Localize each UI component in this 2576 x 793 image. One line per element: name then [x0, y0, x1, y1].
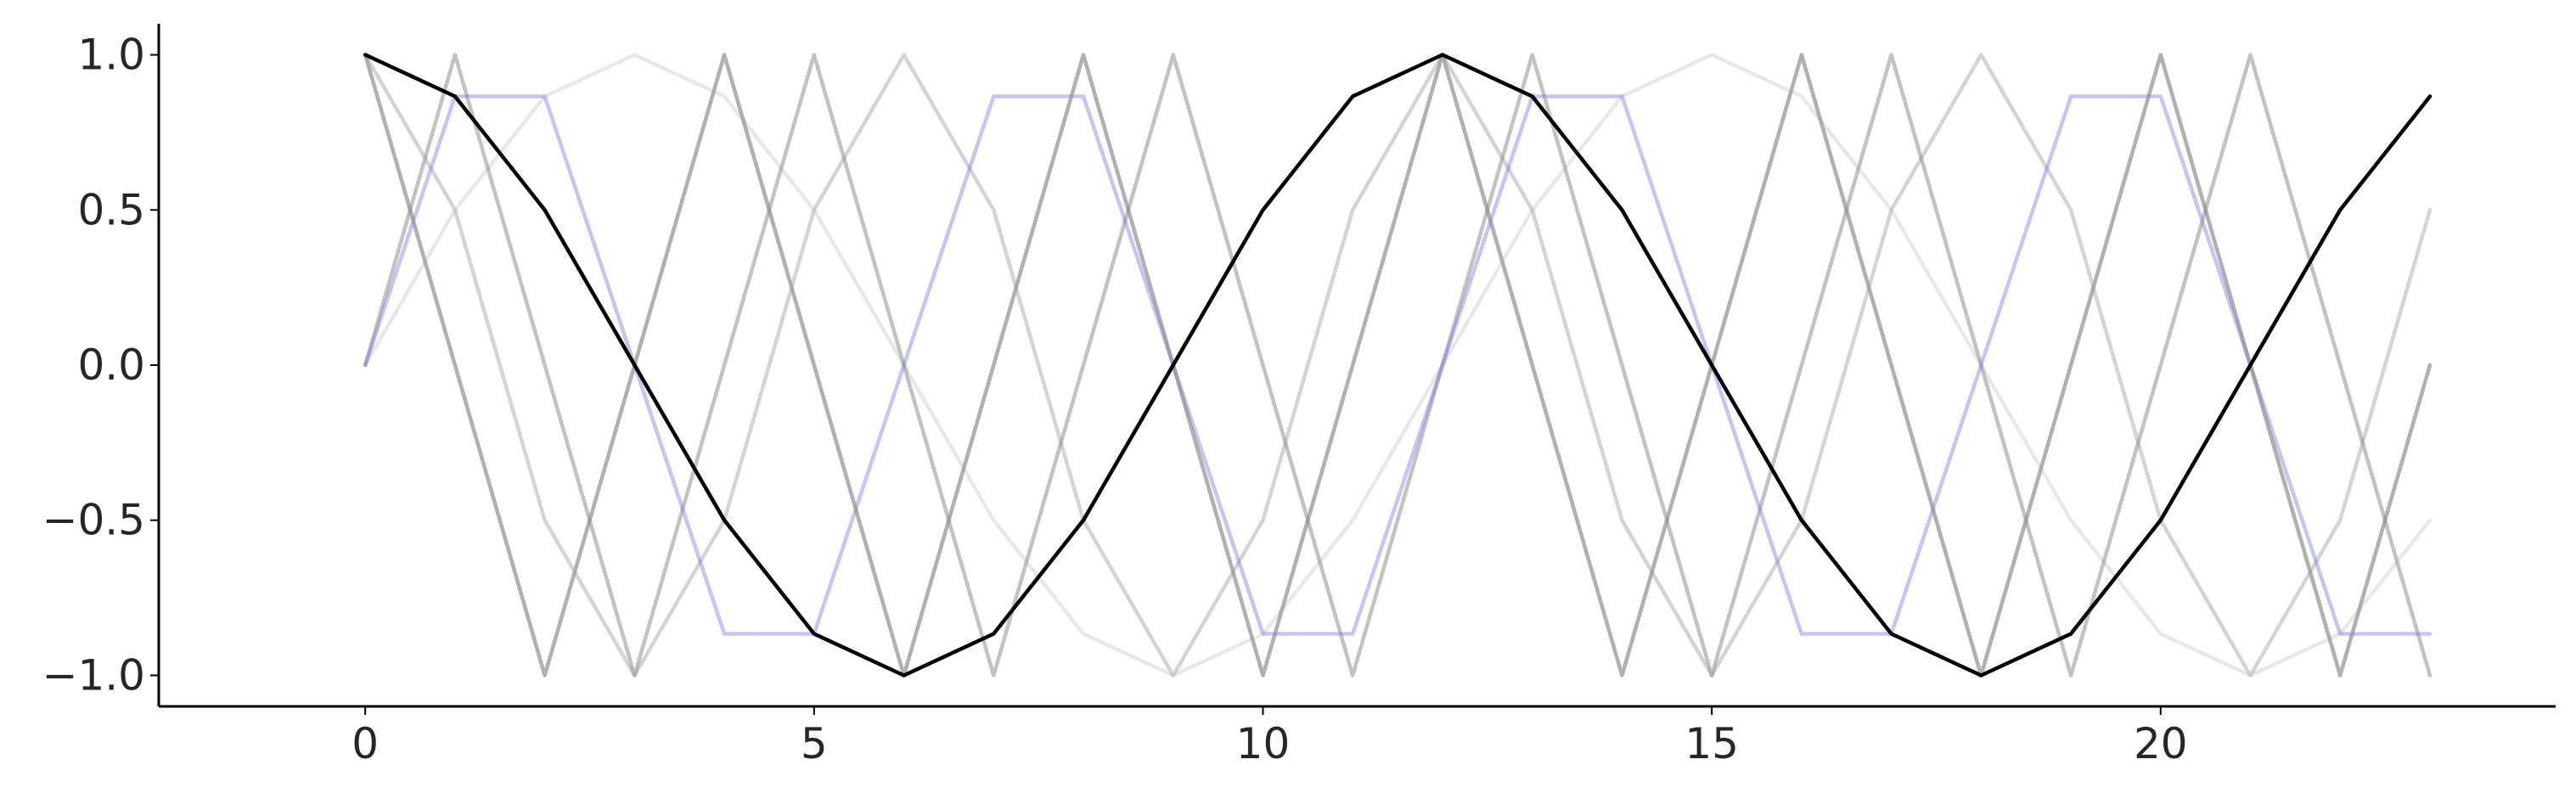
series-line-6: [363, 53, 2433, 678]
x-tick-label: 0: [352, 719, 379, 768]
x-tick-label: 10: [1236, 719, 1291, 768]
series-line-2: [363, 53, 2433, 678]
x-axis-ticks: 0 5 10 15 20: [352, 706, 2188, 768]
y-tick-label: 0.5: [77, 185, 145, 234]
y-axis-ticks: 1.0 0.5 0.0 −0.5 −1.0: [42, 31, 159, 700]
series-line-5: [363, 94, 2433, 636]
y-tick-label: 0.0: [77, 340, 145, 390]
y-tick-label: 1.0: [77, 31, 145, 80]
series-line-7: [363, 53, 2433, 678]
series-line-4: [363, 53, 2433, 678]
y-tick-label: −1.0: [42, 650, 145, 700]
x-tick-label: 20: [2134, 719, 2188, 768]
y-tick-label: −0.5: [42, 496, 145, 545]
series-line-1: [363, 53, 2433, 678]
series-layer: [363, 53, 2433, 678]
x-tick-label: 5: [801, 719, 828, 768]
x-tick-label: 15: [1685, 719, 1739, 768]
